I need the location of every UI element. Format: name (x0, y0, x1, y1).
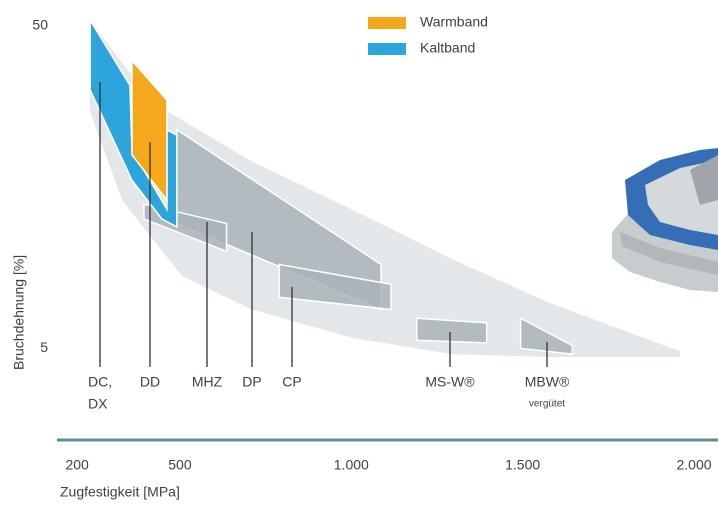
x-tick-label: 1.500 (505, 457, 540, 473)
grade-label: DD (140, 374, 160, 390)
legend-label: Warmband (420, 14, 488, 30)
car-illustration (612, 148, 718, 292)
legend-label: Kaltband (420, 40, 475, 56)
x-tick-label: 500 (168, 457, 192, 473)
x-tick-label: 2.000 (676, 457, 711, 473)
x-tick-label: 200 (65, 457, 89, 473)
grade-label: DX (88, 396, 108, 412)
legend-swatch (368, 43, 406, 55)
grade-label: MS-W® (425, 374, 475, 390)
grade-sublabel: vergütet (529, 399, 565, 410)
y-axis-label: Bruchdehnung [%] (11, 255, 27, 370)
grade-label: MHZ (192, 374, 223, 390)
y-tick-label: 5 (40, 339, 48, 355)
x-tick-label: 1.000 (334, 457, 369, 473)
grade-label: DC, (88, 374, 112, 390)
y-tick-label: 50 (32, 16, 48, 32)
grade-region (417, 318, 487, 343)
chart: Bruchdehnung [%] Zugfestigkeit [MPa] 200… (0, 0, 718, 511)
grade-label: CP (282, 374, 301, 390)
x-axis-label: Zugfestigkeit [MPa] (60, 484, 180, 500)
grade-label: MBW® (525, 374, 570, 390)
grade-label: DP (242, 374, 261, 390)
legend-swatch (368, 17, 406, 29)
